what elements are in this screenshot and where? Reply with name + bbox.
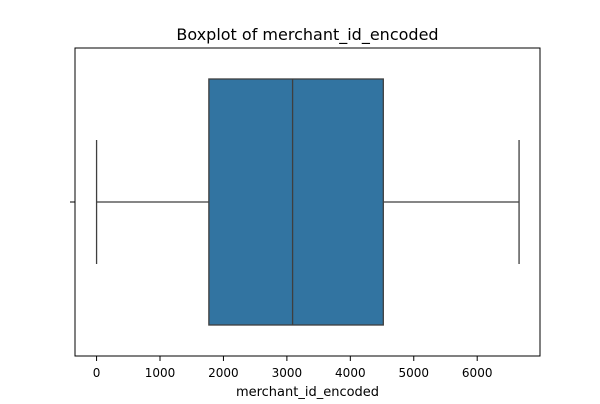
- x-axis-label: merchant_id_encoded: [236, 385, 379, 400]
- x-tick-label: 1000: [145, 366, 176, 380]
- x-tick-label: 6000: [462, 366, 493, 380]
- iqr-box: [208, 78, 384, 326]
- x-tick-label: 0: [93, 366, 101, 380]
- x-axis-ticks: 0 1000 2000 3000 4000 5000 6000: [93, 356, 493, 380]
- x-tick-label: 5000: [398, 366, 429, 380]
- x-tick-label: 3000: [272, 366, 303, 380]
- chart-title: Boxplot of merchant_id_encoded: [176, 25, 438, 45]
- x-tick-label: 2000: [208, 366, 239, 380]
- box-layer: [95, 78, 520, 326]
- x-tick-label: 4000: [335, 366, 366, 380]
